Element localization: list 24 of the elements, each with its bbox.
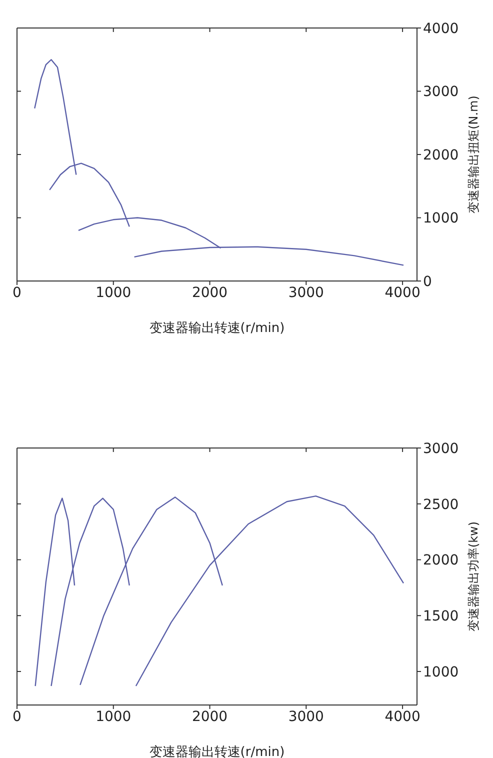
x-tick-label: 1000 xyxy=(96,708,132,725)
x-tick-label: 4000 xyxy=(384,284,420,301)
y-tick-label: 3000 xyxy=(423,440,459,457)
y-tick-label: 2000 xyxy=(423,147,459,164)
x-tick-label: 3000 xyxy=(288,284,324,301)
x-axis-title: 变速器输出转速(r/min) xyxy=(149,745,285,758)
x-tick-label: 2000 xyxy=(192,284,228,301)
x-tick-label: 2000 xyxy=(192,708,228,725)
y-tick-label: 4000 xyxy=(423,20,459,37)
y-axis-title: 变速器输出扭矩(N.m) xyxy=(466,96,480,214)
y-tick-label: 1000 xyxy=(423,664,459,680)
x-tick-label: 0 xyxy=(12,708,22,725)
x-tick-label: 4000 xyxy=(384,708,420,725)
y-tick-label: 2500 xyxy=(423,496,459,513)
x-tick-label: 0 xyxy=(12,284,22,301)
y-axis-title: 变速器输出功率(kw) xyxy=(466,521,480,632)
x-tick-label: 3000 xyxy=(288,708,324,725)
y-tick-label: 1000 xyxy=(423,210,459,227)
x-tick-label: 1000 xyxy=(96,284,132,301)
x-axis-title: 变速器输出转速(r/min) xyxy=(149,321,285,336)
y-tick-label: 3000 xyxy=(423,84,459,100)
y-tick-label: 2000 xyxy=(423,552,459,569)
y-tick-label: 1500 xyxy=(423,608,459,625)
y-tick-label: 0 xyxy=(423,274,432,290)
